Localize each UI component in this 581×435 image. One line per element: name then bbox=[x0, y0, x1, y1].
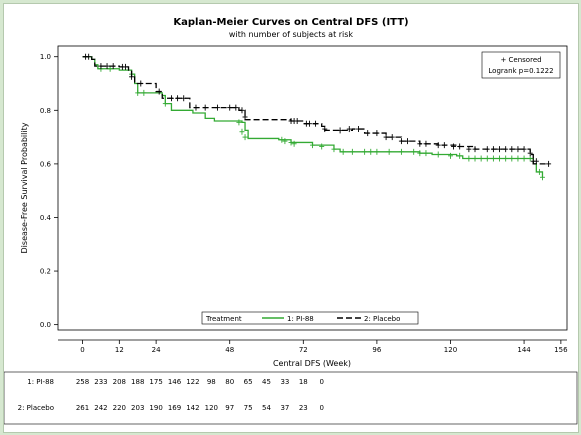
x-tick-label: 24 bbox=[152, 346, 161, 354]
chart-marks: 0.0 0.2 0.4 0.6 0.8 1.0 0 12 24 48 72 96 120 144 156 25… bbox=[40, 53, 568, 412]
at-risk-count: 33 bbox=[280, 378, 289, 386]
at-risk-table bbox=[4, 371, 578, 425]
y-tick-label: 0.4 bbox=[40, 214, 52, 222]
at-risk-count: 0 bbox=[319, 404, 323, 412]
chart-title: Kaplan-Meier Curves on Central DFS (ITT) bbox=[173, 17, 408, 28]
at-risk-count: 23 bbox=[299, 404, 308, 412]
censor-inset: + Censored Logrank p=0.1222 bbox=[481, 51, 561, 79]
at-risk-count: 220 bbox=[113, 404, 126, 412]
at-risk-count: 258 bbox=[76, 378, 89, 386]
at-risk-count: 261 bbox=[76, 404, 89, 412]
y-axis-label: Disease-Free Survival Probability bbox=[20, 122, 29, 253]
at-risk-count: 233 bbox=[94, 378, 107, 386]
y-tick-label: 0.6 bbox=[40, 160, 52, 168]
y-tick-label: 0.8 bbox=[40, 107, 51, 115]
at-risk-count: 146 bbox=[168, 378, 182, 386]
at-risk-count: 75 bbox=[244, 404, 253, 412]
legend-box bbox=[201, 311, 419, 325]
at-risk-count: 54 bbox=[262, 404, 271, 412]
x-tick-label: 120 bbox=[444, 346, 457, 354]
x-tick-label: 96 bbox=[372, 346, 381, 354]
plot-area bbox=[57, 45, 568, 331]
x-axis-label: Central DFS (Week) bbox=[273, 359, 351, 368]
at-risk-count: 190 bbox=[149, 404, 162, 412]
at-risk-count: 208 bbox=[113, 378, 126, 386]
at-risk-count: 120 bbox=[205, 404, 218, 412]
logrank-text: Logrank p=0.1222 bbox=[488, 67, 553, 75]
censor-inset-box bbox=[481, 51, 561, 79]
at-risk-count: 80 bbox=[225, 378, 234, 386]
at-risk-count: 142 bbox=[186, 404, 199, 412]
at-risk-count: 242 bbox=[94, 404, 107, 412]
x-tick-label: 156 bbox=[554, 346, 568, 354]
x-tick-label: 72 bbox=[299, 346, 308, 354]
x-tick-label: 12 bbox=[115, 346, 124, 354]
at-risk-count: 169 bbox=[168, 404, 181, 412]
legend-title: Treatment bbox=[205, 315, 242, 323]
y-tick-label: 0.0 bbox=[40, 321, 51, 329]
at-risk-count: 65 bbox=[244, 378, 253, 386]
x-tick-label: 144 bbox=[517, 346, 531, 354]
figure-frame: Kaplan-Meier Curves on Central DFS (ITT)… bbox=[3, 3, 579, 433]
legend-label-placebo: 2: Placebo bbox=[364, 315, 400, 323]
at-risk-count: 45 bbox=[262, 378, 271, 386]
legend-label-pi88: 1: PI-88 bbox=[287, 315, 314, 323]
chart-subtitle: with number of subjects at risk bbox=[229, 30, 354, 39]
at-risk-row-label-pi88: 1: PI-88 bbox=[27, 378, 54, 386]
x-tick-label: 0 bbox=[80, 346, 84, 354]
at-risk-count: 18 bbox=[299, 378, 308, 386]
x-tick-label: 48 bbox=[225, 346, 234, 354]
at-risk-count: 37 bbox=[280, 404, 289, 412]
censor-legend-text: + Censored bbox=[500, 56, 541, 64]
at-risk-row-label-placebo: 2: Placebo bbox=[18, 404, 54, 412]
legend: Treatment 1: PI-88 2: Placebo bbox=[201, 311, 419, 325]
at-risk-count: 97 bbox=[225, 404, 234, 412]
at-risk-count: 0 bbox=[319, 378, 323, 386]
y-tick-label: 1.0 bbox=[40, 53, 51, 61]
at-risk-count: 98 bbox=[207, 378, 216, 386]
y-tick-label: 0.2 bbox=[40, 268, 51, 276]
km-chart: Kaplan-Meier Curves on Central DFS (ITT)… bbox=[4, 17, 578, 425]
at-risk-count: 122 bbox=[186, 378, 199, 386]
at-risk-count: 203 bbox=[131, 404, 144, 412]
at-risk-count: 188 bbox=[131, 378, 144, 386]
at-risk-count: 175 bbox=[149, 378, 162, 386]
